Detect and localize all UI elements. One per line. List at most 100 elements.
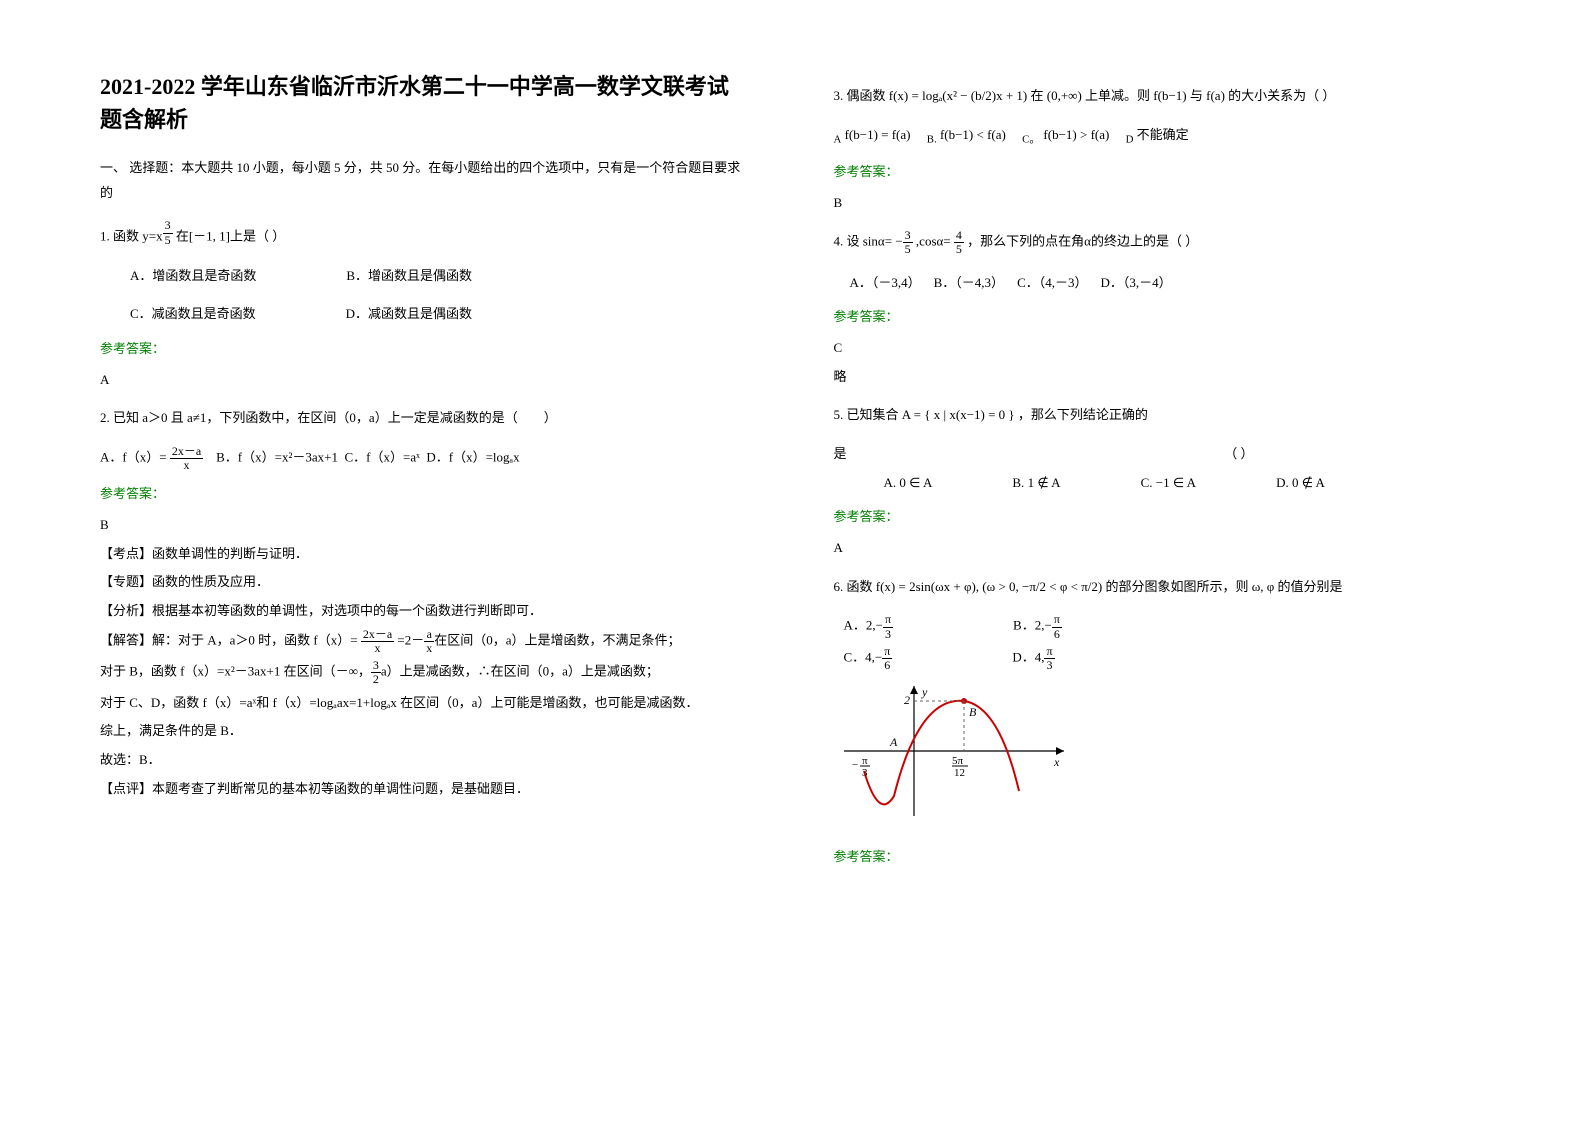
q2-a-num: 2x－a: [170, 445, 203, 459]
q4-options: A．（－3,4） B．（－4,3） C．（4,－3） D．（3,－4）: [834, 271, 1498, 296]
q6-c-d: 6: [882, 659, 892, 672]
q6-point-b: B: [969, 705, 977, 719]
q2-sol5: 故选：B．: [100, 748, 744, 773]
q2-s1-num: 2x－a: [361, 628, 394, 642]
svg-text:5π: 5π: [952, 755, 964, 767]
q2-s1b: =2－: [394, 632, 424, 647]
q4-sin-neg: −: [895, 234, 902, 249]
question-1: 1. 函数 y=x35 在[－1, 1]上是（ ）: [100, 219, 744, 249]
q2-opt-d: D．f（x）=logₐx: [426, 450, 519, 465]
q6-a-n: π: [883, 613, 893, 627]
q4-stem-b: ,cosα=: [913, 234, 954, 249]
q4-ans-label: 参考答案：: [834, 305, 1498, 330]
q5-stem-b: ，那么下列结论正确的: [1018, 407, 1148, 422]
q5-paren: （ ）: [1224, 442, 1253, 467]
q4-stem-a: 4. 设 sinα=: [834, 234, 896, 249]
q1-row1: A．增函数且是奇函数 B．增函数且是偶函数: [130, 264, 744, 289]
q1-row2: C．减函数且是奇函数 D．减函数且是偶函数: [130, 302, 744, 327]
q6-point-a: A: [889, 735, 898, 749]
q2-k3: 【分析】根据基本初等函数的单调性，对选项中的每一个函数进行判断即可．: [100, 599, 744, 624]
q5-opt-c: −1 ∈ A: [1156, 475, 1196, 490]
q2-a-den: x: [170, 459, 203, 472]
q3-opt-a: f(b−1) = f(a): [845, 127, 911, 142]
q4-opt-c: C．（4,－3）: [1017, 275, 1087, 290]
q1-opt-d: D．减函数且是偶函数: [346, 302, 472, 327]
q1-stem-a: 1. 函数 y=x: [100, 229, 163, 244]
q6-d-d: 3: [1044, 659, 1054, 672]
q3-domain: (0,+∞): [1047, 88, 1082, 103]
q6-c-v: 4,: [865, 650, 875, 665]
q6-axis-x: x: [1053, 755, 1060, 769]
q2-opt-c: C．f（x）=aˣ: [344, 450, 419, 465]
q1-opt-a: A．增函数且是奇函数: [130, 264, 256, 289]
q4-cd: 5: [954, 243, 964, 256]
q5-ans-label: 参考答案：: [834, 505, 1498, 530]
q3-l: f(b−1): [1153, 88, 1186, 103]
q2-sol1: 【解答】解：对于 A，a＞0 时，函数 f（x）= 2x－ax =2－ax在区间…: [100, 628, 744, 655]
q6-ylabel: 2: [904, 693, 910, 707]
q4-answer2: 略: [834, 365, 1498, 390]
q6-stem-b: 的部分图象如图所示，则: [1105, 579, 1251, 594]
q2-s1-den2: x: [424, 642, 434, 655]
q2-opt-b: B．f（x）=x²－3ax+1: [216, 450, 338, 465]
q5-opt-b: 1 ∉ A: [1028, 475, 1061, 490]
q1-answer: A: [100, 368, 744, 393]
q5-stem-a: 5. 已知集合: [834, 407, 902, 422]
q2-ans-label: 参考答案：: [100, 482, 744, 507]
q3-opt-c: f(b−1) > f(a): [1043, 127, 1109, 142]
q3-options: A f(b−1) = f(a) B. f(b−1) < f(a) C。 f(b−…: [834, 123, 1498, 150]
q6-a-d: 3: [883, 628, 893, 641]
q5-set: A = { x | x(x−1) = 0 }: [902, 407, 1015, 422]
q6-b-v: 2,: [1035, 618, 1045, 633]
svg-text:12: 12: [954, 767, 965, 779]
q2-sol4: 综上，满足条件的是 B．: [100, 719, 744, 744]
q4-cn: 4: [954, 229, 964, 243]
question-2: 2. 已知 a＞0 且 a≠1，下列函数中，在区间（0，a）上一定是减函数的是（…: [100, 406, 744, 431]
q5-opt-a: 0 ∈ A: [899, 475, 932, 490]
q6-stem-c: 的值分别是: [1278, 579, 1343, 594]
q2-s1c: 在区间（0，a）上是增函数，不满足条件；: [434, 632, 680, 647]
section-heading: 一、 选择题：本大题共 10 小题，每小题 5 分，共 50 分。在每小题给出的…: [100, 156, 744, 205]
q6-d-v: 4,: [1035, 650, 1045, 665]
q5-opt-d: 0 ∉ A: [1292, 475, 1325, 490]
q3-r: f(a): [1206, 88, 1225, 103]
q1-exp-num: 3: [163, 219, 173, 233]
q4-opt-d: D．（3,－4）: [1100, 275, 1171, 290]
q6-vars: ω, φ: [1252, 579, 1275, 594]
q5-row: 是 （ ）: [834, 442, 1254, 467]
q4-stem-c: ，那么下列的点在角α的终边上的是（ ）: [964, 234, 1198, 249]
question-4: 4. 设 sinα= −35 ,cosα= 45 ，那么下列的点在角α的终边上的…: [834, 229, 1498, 256]
q2-s2-den: 2: [371, 673, 381, 686]
page-title: 2021-2022 学年山东省临沂市沂水第二十一中学高一数学文联考试题含解析: [100, 70, 744, 136]
q3-opt-b: f(b−1) < f(a): [940, 127, 1006, 142]
q2-sol2: 对于 B，函数 f（x）=x²－3ax+1 在区间（－∞，32a）上是减函数，∴…: [100, 659, 744, 686]
q1-stem-b: 在[－1, 1]上是（ ）: [173, 229, 286, 244]
svg-text:π: π: [862, 755, 868, 767]
q4-opt-b: B．（－4,3）: [934, 275, 1004, 290]
q3-ans-label: 参考答案：: [834, 160, 1498, 185]
q4-opt-a: A．（－3,4）: [850, 275, 921, 290]
q6-d-n: π: [1044, 645, 1054, 659]
q2-k4: 【点评】本题考查了判断常见的基本初等函数的单调性问题，是基础题目．: [100, 777, 744, 802]
q3-fx: f(x) = logₐ(x² − (b/2)x + 1): [889, 88, 1027, 103]
question-6: 6. 函数 f(x) = 2sin(ωx + φ), (ω > 0, −π/2 …: [834, 575, 1498, 600]
q3-stem-c: 上单减。则: [1085, 88, 1153, 103]
svg-text:3: 3: [862, 767, 868, 779]
q3-stem-a: 3. 偶函数: [834, 88, 889, 103]
q2-sol3: 对于 C、D，函数 f（x）=aˣ和 f（x）=logₐax=1+logₐx 在…: [100, 691, 744, 716]
q3-answer: B: [834, 191, 1498, 216]
svg-text:−: −: [852, 759, 858, 771]
q5-stem-c: 是: [834, 442, 847, 467]
q3-stem-b: 在: [1031, 88, 1047, 103]
q4-sn: 3: [903, 229, 913, 243]
q5-options: A. 0 ∈ A B. 1 ∉ A C. −1 ∈ A D. 0 ∉ A: [834, 471, 1498, 496]
q3-stem-d: 的大小关系为（ ）: [1228, 88, 1335, 103]
q2-k2: 【专题】函数的性质及应用．: [100, 570, 744, 595]
q6-c-n: π: [882, 645, 892, 659]
q2-s1-den: x: [361, 642, 394, 655]
q1-exp-den: 5: [163, 234, 173, 247]
q6-graph: 2 y x A B − π 3 5π 12: [834, 676, 1084, 826]
q2-s2b: a）上是减函数，∴在区间（0，a）上是减函数；: [381, 664, 659, 679]
q1-ans-label: 参考答案：: [100, 337, 744, 362]
q3-opt-d-label: D: [1126, 133, 1134, 145]
